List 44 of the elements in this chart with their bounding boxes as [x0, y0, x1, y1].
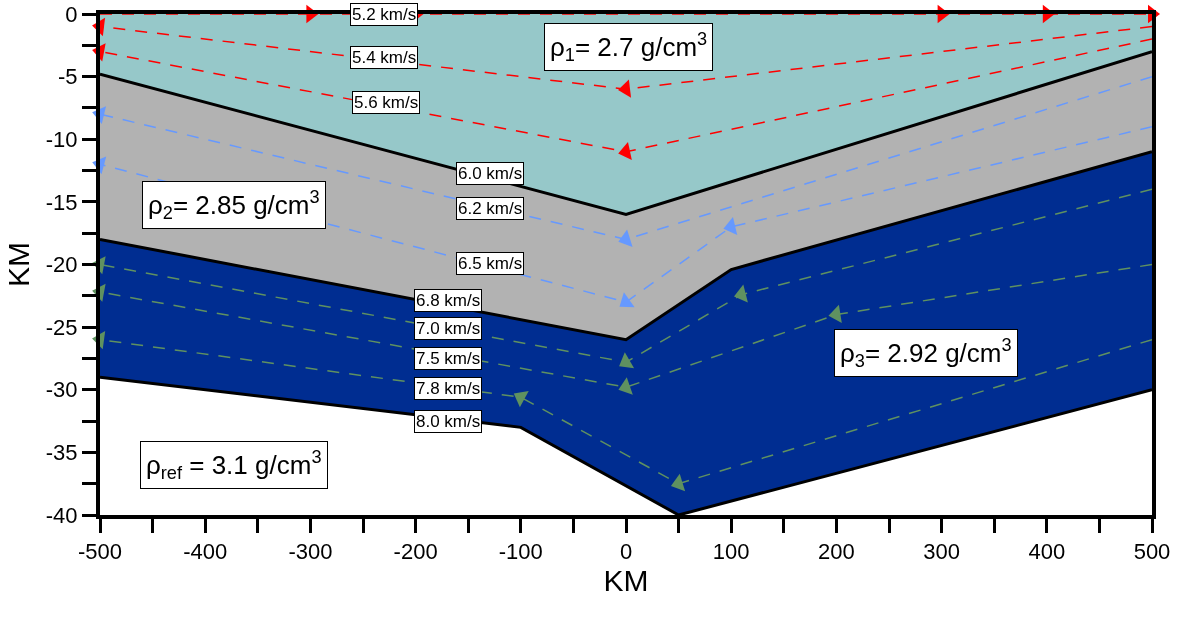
annotation: 6.0 km/s [458, 164, 523, 183]
annotation: 7.5 km/s [416, 349, 481, 368]
point [733, 284, 748, 303]
x-tick-label: 500 [1133, 539, 1171, 565]
point [828, 304, 842, 324]
x-tick-label: 100 [712, 539, 750, 565]
annotation: 7.8 km/s [416, 379, 481, 398]
annotation: 7.0 km/s [416, 319, 481, 338]
annotation: ρ$_{3}$= 2.92 g/cm$^{3}$ [840, 335, 1012, 372]
y-tick-label: -10 [45, 126, 78, 152]
annotation: 5.6 km/s [354, 93, 419, 112]
x-tick-label: 300 [923, 539, 960, 565]
annotation: ρ$_{2}$= 2.85 g/cm$^{3}$ [148, 187, 320, 224]
annotation: 8.0 km/s [416, 412, 481, 431]
y-tick-label: -35 [45, 440, 78, 466]
point [618, 377, 633, 395]
y-axis-title: KM [2, 242, 36, 287]
x-tick-label: 0 [619, 539, 633, 565]
y-tick-label: -25 [45, 314, 78, 340]
annotation: 5.4 km/s [352, 48, 417, 67]
x-tick-label: 200 [818, 539, 855, 565]
point [619, 292, 635, 308]
x-axis-title: KM [603, 564, 649, 598]
x-tick-label: -200 [393, 539, 438, 565]
annotation: 5.2 km/s [352, 5, 417, 24]
y-tick-label: -30 [45, 377, 78, 403]
point [723, 217, 738, 235]
x-tick-label: -300 [288, 539, 333, 565]
x-tick-label: 400 [1028, 539, 1066, 565]
y-tick-label: -40 [45, 502, 78, 528]
annotation: 6.5 km/s [458, 254, 523, 273]
y-tick-label: -5 [58, 64, 78, 90]
point [619, 352, 635, 369]
point [670, 473, 686, 492]
annotation: 6.2 km/s [458, 199, 523, 218]
annotation: 6.8 km/s [416, 291, 481, 310]
x-tick-label: -500 [77, 539, 123, 565]
y-tick-label: -15 [45, 189, 78, 215]
y-tick-label: -20 [45, 252, 78, 278]
x-tick-label: -100 [498, 539, 543, 565]
x-tick-label: -400 [183, 539, 228, 565]
annotation: ρ$_{ref}$ = 3.1 g/cm$^{3}$ [146, 447, 322, 484]
annotation: ρ$_{1}$= 2.7 g/cm$^{3}$ [550, 29, 708, 66]
y-tick-label: 0 [65, 1, 78, 27]
